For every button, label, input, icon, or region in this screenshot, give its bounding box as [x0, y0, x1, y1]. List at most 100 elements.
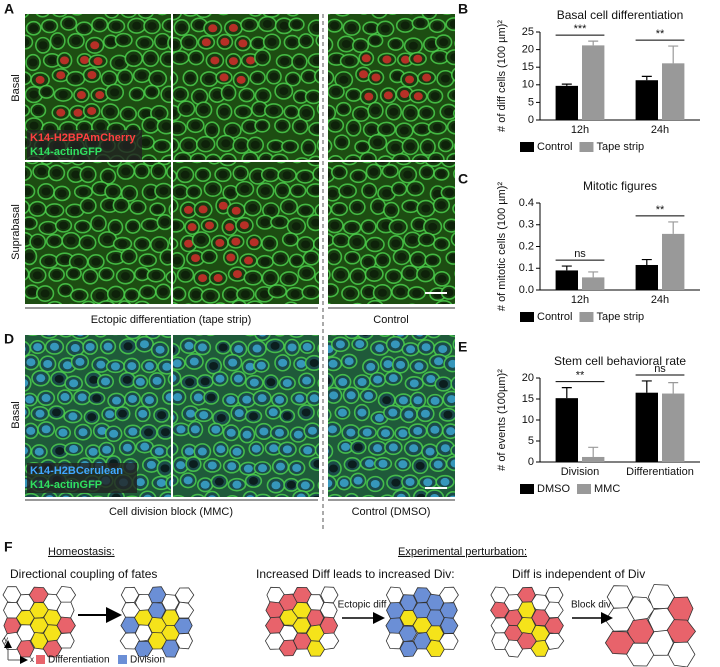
nucleus	[238, 39, 248, 48]
nucleus	[359, 3, 368, 11]
nucleus	[413, 92, 423, 101]
legend-label: Control	[537, 141, 572, 153]
nucleus	[374, 413, 384, 422]
cell	[319, 2, 333, 15]
nucleus	[95, 20, 105, 29]
nucleus	[300, 172, 310, 181]
cell	[125, 495, 139, 497]
nucleus	[121, 167, 131, 176]
nucleus	[277, 121, 287, 130]
x-tick-label: 12h	[571, 124, 589, 136]
nucleus	[77, 393, 87, 402]
cell	[274, 335, 285, 337]
nucleus	[29, 24, 39, 33]
cell	[195, 14, 212, 19]
nucleus	[409, 444, 419, 453]
cell	[328, 233, 335, 247]
caption: Ectopic differentiation (tape strip)	[91, 314, 252, 326]
y-tick-label: 0	[528, 456, 534, 468]
cell	[94, 335, 107, 338]
nucleus	[448, 253, 455, 262]
cell-outline	[147, 632, 168, 650]
nucleus	[110, 362, 120, 371]
legend-swatch	[520, 142, 534, 152]
error-bar	[561, 387, 572, 399]
cell-outline	[385, 632, 404, 650]
nucleus	[25, 346, 26, 352]
nucleus	[334, 168, 344, 177]
nucleus	[156, 478, 166, 487]
nucleus	[422, 73, 432, 82]
nucleus	[313, 495, 319, 497]
nucleus	[183, 205, 193, 214]
cell	[169, 75, 171, 82]
cell	[435, 300, 453, 304]
cell	[453, 169, 455, 179]
nucleus	[91, 257, 101, 266]
nucleus	[123, 342, 133, 351]
row-label: Basal	[10, 74, 22, 102]
bar	[582, 456, 605, 462]
nucleus	[449, 20, 455, 29]
heading: Experimental perturbation:	[398, 546, 527, 558]
nucleus	[191, 290, 201, 299]
nucleus	[288, 75, 298, 84]
nucleus	[34, 447, 44, 456]
nucleus	[175, 53, 185, 62]
nucleus	[158, 4, 167, 12]
nucleus	[83, 238, 93, 247]
bar	[582, 45, 605, 120]
nucleus	[313, 125, 319, 134]
cell	[412, 489, 430, 497]
nucleus	[386, 206, 396, 215]
cell	[450, 67, 455, 82]
cell-outline	[439, 633, 459, 650]
nucleus	[25, 395, 35, 404]
cell-outline	[119, 632, 141, 650]
nucleus	[54, 374, 64, 383]
axis-label: y	[4, 635, 8, 644]
nucleus	[270, 341, 280, 350]
nucleus	[407, 3, 416, 11]
nucleus	[306, 2, 315, 10]
nucleus	[128, 222, 138, 231]
nucleus	[432, 123, 442, 132]
nucleus	[60, 255, 70, 264]
nucleus	[173, 414, 175, 421]
nucleus	[132, 21, 142, 30]
nucleus	[80, 55, 90, 64]
cell	[246, 300, 264, 304]
nucleus	[313, 459, 319, 468]
nucleus	[347, 253, 357, 262]
nucleus	[208, 24, 218, 33]
nucleus	[191, 254, 201, 263]
nucleus	[249, 378, 259, 387]
nucleus	[81, 496, 88, 497]
legend-label: Tape strip	[596, 311, 644, 323]
nucleus	[58, 428, 68, 437]
cell	[25, 267, 30, 281]
nucleus	[28, 58, 38, 67]
nucleus	[253, 73, 263, 82]
nucleus	[260, 218, 270, 227]
nucleus	[95, 291, 105, 300]
cell	[242, 162, 251, 164]
cell	[312, 236, 319, 251]
nucleus	[295, 394, 305, 403]
nucleus	[124, 252, 134, 261]
nucleus	[260, 186, 270, 195]
nucleus	[337, 408, 347, 417]
cell	[328, 474, 337, 492]
nucleus	[139, 340, 149, 349]
bar	[662, 233, 685, 290]
nucleus	[145, 158, 153, 160]
nucleus	[75, 357, 85, 366]
nucleus	[431, 155, 441, 160]
nucleus	[383, 91, 393, 100]
cell	[40, 335, 58, 339]
cell	[360, 14, 368, 15]
nucleus	[111, 290, 121, 299]
nucleus	[449, 495, 455, 497]
legend-swatch	[577, 484, 591, 494]
nucleus	[336, 270, 346, 279]
